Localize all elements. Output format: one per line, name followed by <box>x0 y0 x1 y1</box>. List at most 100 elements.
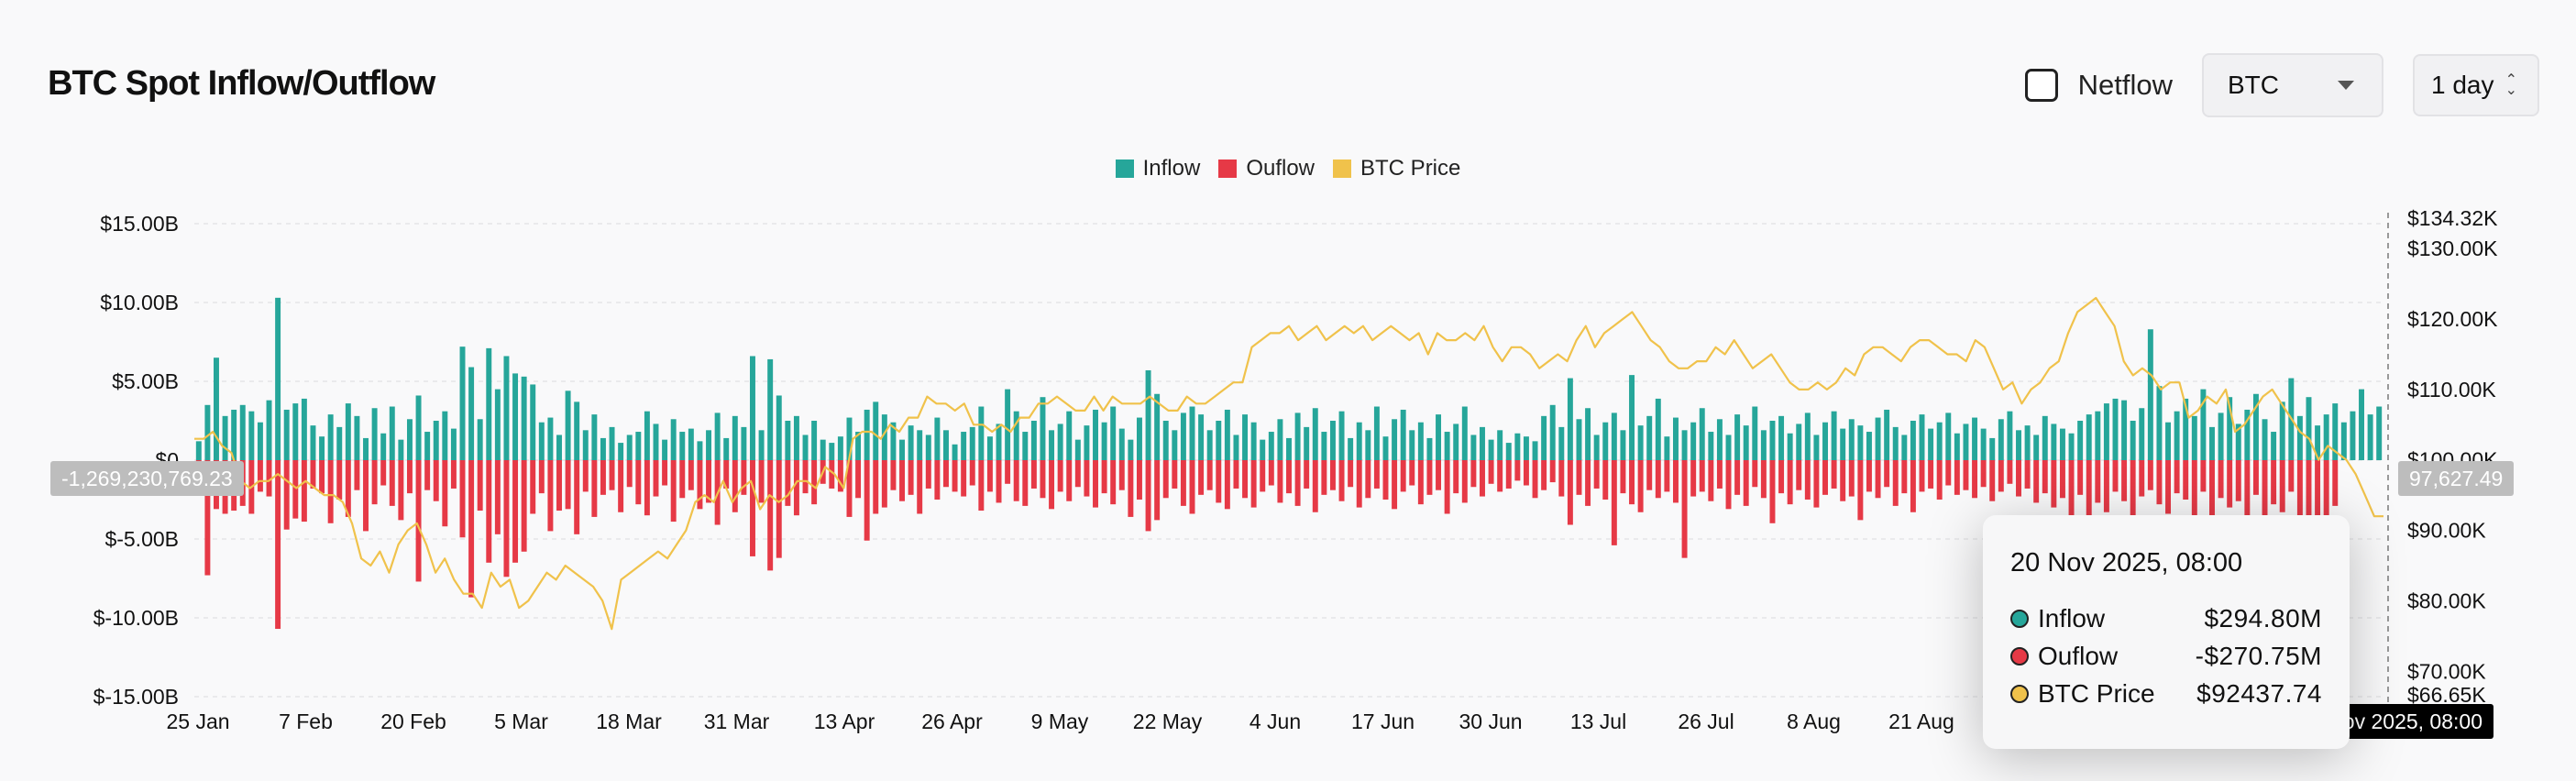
inflow-bar <box>1250 422 1257 460</box>
asset-select[interactable]: BTC <box>2202 53 2383 117</box>
inflow-bar <box>327 414 334 460</box>
outflow-bar <box>1074 460 1081 488</box>
inflow-bar <box>1444 432 1450 460</box>
inflow-bar <box>785 421 791 460</box>
interval-select[interactable]: 1 day ⌃ ⌄ <box>2413 54 2539 116</box>
outflow-bar <box>1382 460 1389 500</box>
netflow-toggle[interactable]: Netflow <box>2024 69 2173 102</box>
outflow-bar <box>450 460 457 489</box>
legend-item-outflow[interactable]: Ouflow <box>1218 156 1315 182</box>
inflow-bar <box>2156 386 2163 460</box>
x-tick-label: 8 Aug <box>1787 710 1841 733</box>
tooltip-label-btc-price: BTC Price <box>2038 679 2155 708</box>
outflow-bar <box>1769 460 1776 523</box>
outflow-bar <box>582 460 589 492</box>
y-right-tick-label: $90.00K <box>2407 519 2486 543</box>
outflow-bar <box>2227 460 2233 508</box>
inflow-bar <box>1576 419 1582 460</box>
inflow-bar <box>1549 404 1556 460</box>
inflow-bar <box>2332 403 2339 460</box>
inflow-bar <box>1505 443 1512 460</box>
tooltip-value-outflow: -$270.75M <box>2195 642 2322 670</box>
outflow-bar <box>653 460 659 497</box>
inflow-bar <box>2016 430 2021 460</box>
y-left-tick-label: $10.00B <box>100 291 179 314</box>
inflow-bar <box>530 384 536 460</box>
outflow-bar <box>1690 460 1697 497</box>
inflow-bar <box>204 404 211 460</box>
y-right-tick-label: $120.00K <box>2407 307 2498 331</box>
outflow-bar <box>811 460 818 505</box>
inflow-bar <box>582 430 589 460</box>
inflow-bar <box>1286 437 1292 460</box>
outflow-bar <box>1030 460 1037 489</box>
inflow-bar <box>380 433 387 460</box>
inflow-bar <box>319 436 325 460</box>
inflow-bar <box>679 432 686 460</box>
outflow-bar <box>319 460 325 494</box>
inflow-bar <box>2112 398 2119 460</box>
outflow-bar <box>1523 460 1529 486</box>
inflow-bar <box>1066 411 1073 460</box>
outflow-bar <box>1145 460 1151 532</box>
outflow-bar <box>2235 460 2241 501</box>
outflow-bar <box>345 460 351 517</box>
btc-price-line <box>194 296 2383 631</box>
outflow-bar <box>2200 460 2207 492</box>
y-axis-left: $15.00B$10.00B$5.00B$0$-5.00B$-10.00B$-1… <box>94 212 179 709</box>
inflow-bar <box>1866 432 1872 460</box>
outflow-bar <box>2174 460 2180 494</box>
outflow-bar <box>1329 460 1336 490</box>
inflow-bar <box>2200 389 2207 460</box>
inflow-bar <box>1884 409 1890 460</box>
inflow-bar <box>310 425 316 460</box>
outflow-bar <box>1118 460 1125 490</box>
tooltip-value-btc-price: $92437.74 <box>2196 679 2322 708</box>
inflow-bar <box>899 439 905 460</box>
inflow-bar <box>1831 411 1837 460</box>
x-tick-label: 9 May <box>1031 710 1089 733</box>
inflow-bar <box>1532 441 1538 460</box>
inflow-bar <box>1382 436 1389 460</box>
netflow-checkbox[interactable] <box>2024 69 2058 102</box>
inflow-bar <box>1154 393 1161 460</box>
inflow-bar <box>1681 430 1688 460</box>
outflow-bar <box>1778 460 1785 494</box>
outflow-bar <box>1928 460 1934 489</box>
inflow-bar <box>952 444 958 460</box>
outflow-bar <box>1576 460 1582 495</box>
outflow-bar <box>486 460 492 563</box>
y-right-tick-label: $110.00K <box>2407 378 2496 402</box>
outflow-bar <box>644 460 650 516</box>
outflow-bar <box>2244 460 2251 534</box>
inflow-bar <box>450 428 457 460</box>
inflow-bar <box>354 415 360 460</box>
inflow-bar <box>398 439 404 460</box>
outflow-bar <box>864 460 870 541</box>
outflow-bar <box>2315 460 2321 517</box>
outflow-bar <box>591 460 598 517</box>
inflow-bar <box>2296 415 2303 460</box>
legend-item-btc-price[interactable]: BTC Price <box>1333 156 1460 182</box>
outflow-bar <box>969 460 975 486</box>
legend-item-inflow[interactable]: Inflow <box>1115 156 1200 182</box>
outflow-bar <box>1426 460 1433 495</box>
inflow-bar <box>1162 421 1169 460</box>
outflow-bar <box>494 460 501 534</box>
inflow-bar <box>239 404 246 460</box>
outflow-bar <box>1646 460 1653 490</box>
outflow-bar <box>943 460 949 488</box>
tooltip-row-btc-price: BTC Price $92437.74 <box>2010 679 2322 709</box>
inflow-bar <box>1206 430 1213 460</box>
inflow-bar <box>776 395 782 460</box>
outflow-bar <box>1963 460 1969 490</box>
crosshair-right-label: 97,627.49 <box>2398 461 2515 496</box>
inflow-bar <box>275 297 281 460</box>
inflow-bar <box>1329 421 1336 460</box>
y-left-tick-label: $-5.00B <box>105 527 179 551</box>
outflow-bar <box>1585 460 1591 506</box>
inflow-bar <box>1392 419 1398 460</box>
outflow-bar <box>468 460 475 598</box>
inflow-bar <box>2367 414 2373 460</box>
